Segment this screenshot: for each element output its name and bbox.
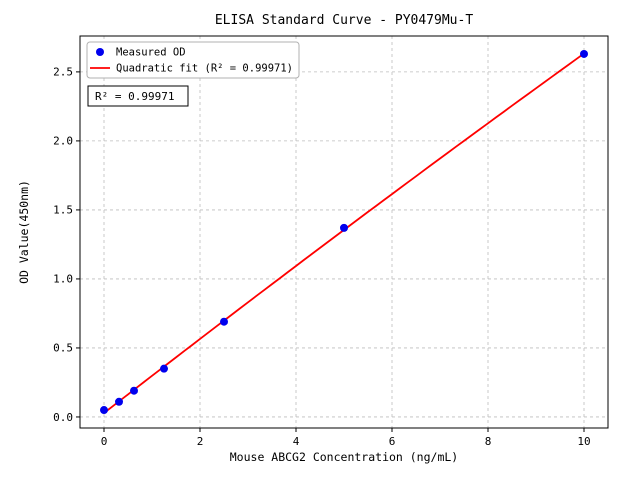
y-axis-label: OD Value(450nm) <box>17 180 31 284</box>
legend-label-quadratic-fit: Quadratic fit (R² = 0.99971) <box>116 63 293 75</box>
x-tick-label: 2 <box>197 435 204 448</box>
y-tick-label: 0.5 <box>53 342 73 355</box>
x-tick-label: 8 <box>485 435 492 448</box>
data-point <box>220 317 228 326</box>
data-point <box>115 397 123 406</box>
chart-title: ELISA Standard Curve - PY0479Mu-T <box>215 13 473 28</box>
y-tick-label: 2.5 <box>53 66 73 79</box>
r-squared-annotation: R² = 0.99971 <box>95 90 174 103</box>
data-point <box>340 223 348 232</box>
series-layer <box>100 49 588 415</box>
annotation-rect <box>87 85 189 107</box>
annotation-box: R² = 0.99971 <box>87 85 189 107</box>
legend-scatter-marker <box>96 48 104 56</box>
x-axis-label: Mouse ABCG2 Concentration (ng/mL) <box>230 450 458 464</box>
y-tick-label: 0.0 <box>53 411 73 424</box>
legend-label-measured-od: Measured OD <box>116 47 186 59</box>
x-tick-label: 4 <box>293 435 300 448</box>
data-point <box>580 49 588 58</box>
grid-layer <box>80 36 608 428</box>
quadratic-fit-line <box>103 52 585 414</box>
y-tick-label: 1.0 <box>53 273 73 286</box>
x-tick-label: 6 <box>389 435 396 448</box>
plot-border <box>79 35 609 429</box>
legend-box <box>86 41 300 79</box>
y-tick-label: 2.0 <box>53 135 73 148</box>
y-tick-label: 1.5 <box>53 204 73 217</box>
x-tick-label: 0 <box>101 435 108 448</box>
ticks-layer: 0 2 4 6 8 10 0.0 0.5 1.0 1.5 2.0 2.5 <box>53 66 591 448</box>
legend: Measured OD Quadratic fit (R² = 0.99971) <box>86 41 300 79</box>
data-point <box>100 406 108 415</box>
data-point <box>130 386 138 395</box>
x-tick-label: 10 <box>577 435 590 448</box>
data-point <box>160 364 168 373</box>
